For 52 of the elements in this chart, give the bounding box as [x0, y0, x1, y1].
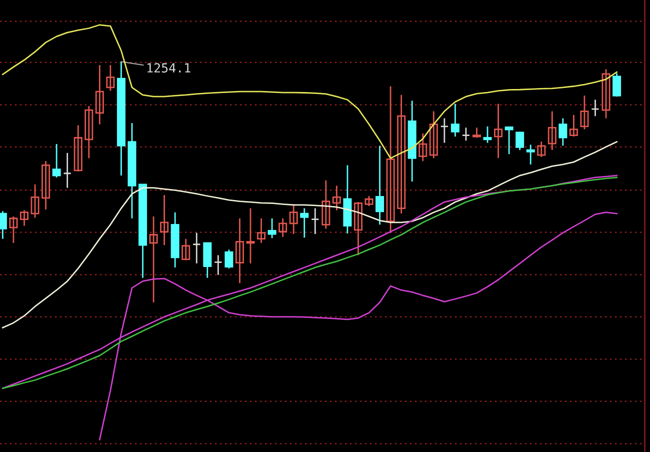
- candlestick: [602, 68, 610, 119]
- candlestick: [548, 110, 556, 151]
- candlestick: [364, 195, 374, 207]
- candlestick: [30, 184, 40, 218]
- candlestick: [52, 143, 61, 178]
- candlestick: [63, 152, 72, 189]
- candlestick: [612, 72, 622, 98]
- candlestick: [84, 105, 94, 159]
- candlestick: [268, 218, 276, 239]
- candlestick: [42, 160, 50, 210]
- candlestick: [526, 144, 535, 166]
- candlestick: [332, 184, 341, 211]
- candlestick: [483, 126, 492, 144]
- candlestick: [235, 218, 244, 284]
- candlestick: [558, 118, 568, 146]
- candlestick: [192, 232, 201, 264]
- candlestick: [300, 208, 309, 238]
- candlestick: [537, 140, 546, 158]
- annotation: 1254.1: [147, 63, 190, 73]
- candlestick: [160, 194, 169, 246]
- candlestick: [9, 216, 18, 244]
- candlestick: [214, 254, 222, 276]
- candlestick: [472, 126, 481, 138]
- candlestick: [418, 132, 428, 162]
- candlestick: [257, 218, 266, 244]
- candlestick: [590, 99, 600, 117]
- candlestick: [106, 64, 115, 92]
- candlestick: [20, 210, 28, 227]
- candlestick: [310, 208, 320, 235]
- candlestick: [322, 180, 330, 230]
- candlestick: [569, 114, 578, 138]
- candlestick: [74, 124, 82, 172]
- candlestick: [203, 242, 212, 279]
- candlestick: [224, 248, 234, 270]
- candlestick: [440, 118, 449, 144]
- candlestick: [450, 103, 460, 138]
- candlestick: [580, 94, 589, 130]
- candlestick: [95, 64, 104, 125]
- candlestick: [182, 238, 190, 261]
- candlestick: [429, 110, 438, 159]
- candlestick: [354, 201, 362, 256]
- candlestick: [494, 103, 503, 159]
- candlestick: [246, 208, 255, 264]
- candlestick: [397, 94, 406, 214]
- candlestick: [516, 131, 524, 151]
- candlestick: [462, 126, 470, 142]
- candlestick: [504, 126, 514, 155]
- candlestick: [149, 216, 158, 304]
- candlestick: [289, 203, 298, 235]
- candlestick: [376, 145, 384, 226]
- candlestick: [278, 218, 288, 238]
- candlestick: [386, 86, 395, 234]
